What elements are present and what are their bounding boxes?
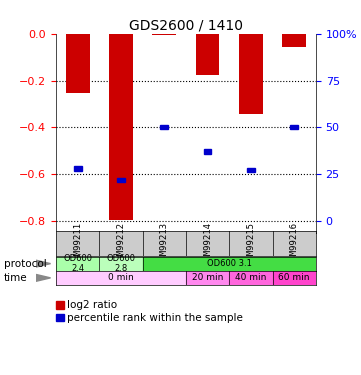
Bar [273,271,316,285]
Bar [117,177,125,182]
Polygon shape [36,274,51,281]
Text: GSM99216: GSM99216 [290,222,299,265]
Text: OD600 3.1: OD600 3.1 [207,259,252,268]
Text: GSM99213: GSM99213 [160,222,169,265]
Text: 20 min: 20 min [192,273,223,282]
Bar [74,166,82,171]
Bar [204,150,212,154]
Text: OD600
2.8: OD600 2.8 [106,254,135,273]
Text: 60 min: 60 min [278,273,310,282]
Bar [186,271,229,285]
Polygon shape [36,260,51,267]
Bar [290,125,298,129]
Bar [99,256,143,271]
Text: OD600
2.4: OD600 2.4 [63,254,92,273]
Text: GSM99215: GSM99215 [247,222,255,265]
Text: protocol: protocol [4,259,46,268]
Bar [152,34,176,35]
Bar [229,271,273,285]
Bar [143,256,316,271]
Text: GSM99214: GSM99214 [203,222,212,265]
Title: GDS2600 / 1410: GDS2600 / 1410 [129,19,243,33]
Text: 0 min: 0 min [108,273,134,282]
Text: GSM99212: GSM99212 [117,222,125,265]
Bar [196,34,219,75]
Text: time: time [4,273,27,283]
Bar [160,125,168,129]
Text: percentile rank within the sample: percentile rank within the sample [67,313,243,322]
Text: 40 min: 40 min [235,273,266,282]
Bar [109,34,133,220]
Bar [56,271,186,285]
Bar [239,34,263,114]
Bar [56,256,99,271]
Bar [66,34,90,93]
Bar [56,314,64,321]
Text: GSM99211: GSM99211 [73,222,82,265]
Bar [56,301,64,309]
Bar [282,34,306,46]
Bar [247,168,255,172]
Text: log2 ratio: log2 ratio [67,300,117,310]
